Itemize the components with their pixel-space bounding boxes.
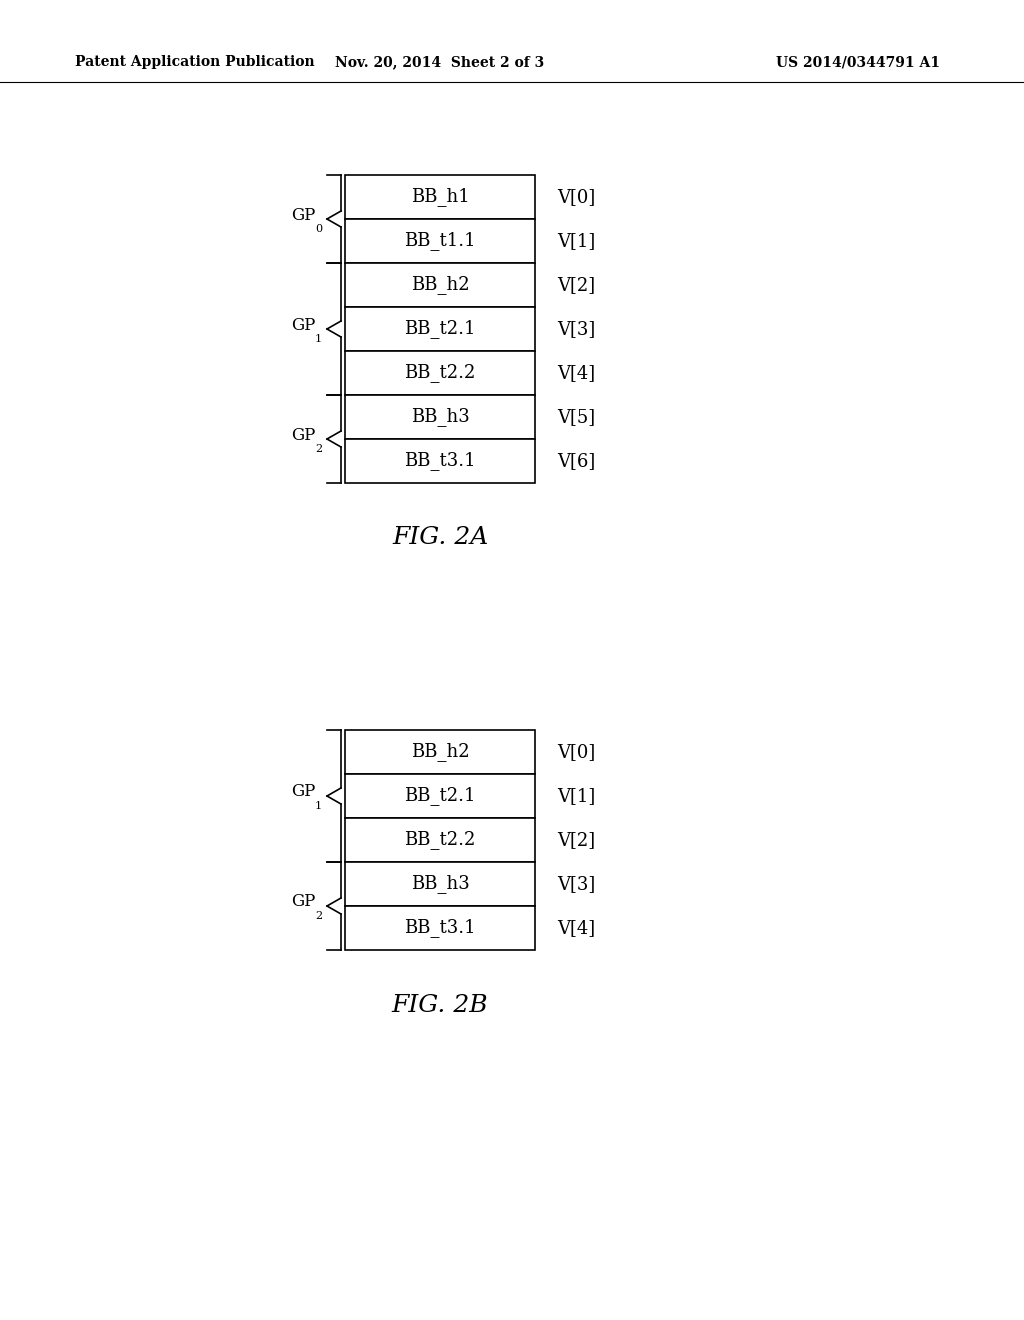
Text: BB_h3: BB_h3 xyxy=(411,875,469,894)
Text: FIG. 2B: FIG. 2B xyxy=(392,994,488,1016)
Text: V[4]: V[4] xyxy=(557,919,595,937)
Text: V[1]: V[1] xyxy=(557,232,595,249)
Text: V[1]: V[1] xyxy=(557,787,595,805)
Text: GP: GP xyxy=(291,426,315,444)
Bar xyxy=(345,351,535,395)
Text: US 2014/0344791 A1: US 2014/0344791 A1 xyxy=(776,55,940,69)
Bar xyxy=(345,774,535,818)
Bar xyxy=(345,395,535,440)
Text: 1: 1 xyxy=(315,801,323,810)
Text: BB_t2.1: BB_t2.1 xyxy=(404,319,476,338)
Bar xyxy=(345,730,535,774)
Text: V[3]: V[3] xyxy=(557,875,595,894)
Text: BB_t2.1: BB_t2.1 xyxy=(404,787,476,805)
Text: V[5]: V[5] xyxy=(557,408,595,426)
Text: BB_h1: BB_h1 xyxy=(411,187,469,206)
Bar xyxy=(345,219,535,263)
Text: V[6]: V[6] xyxy=(557,451,595,470)
Text: BB_t2.2: BB_t2.2 xyxy=(404,830,476,850)
Text: Patent Application Publication: Patent Application Publication xyxy=(75,55,314,69)
Text: V[2]: V[2] xyxy=(557,276,595,294)
Text: FIG. 2A: FIG. 2A xyxy=(392,527,488,549)
Text: V[0]: V[0] xyxy=(557,187,595,206)
Bar xyxy=(345,906,535,950)
Text: Nov. 20, 2014  Sheet 2 of 3: Nov. 20, 2014 Sheet 2 of 3 xyxy=(336,55,545,69)
Text: 0: 0 xyxy=(315,224,323,234)
Text: BB_h3: BB_h3 xyxy=(411,408,469,426)
Text: V[2]: V[2] xyxy=(557,832,595,849)
Text: V[0]: V[0] xyxy=(557,743,595,762)
Text: BB_t3.1: BB_t3.1 xyxy=(404,451,476,470)
Bar xyxy=(345,308,535,351)
Bar xyxy=(345,862,535,906)
Text: GP: GP xyxy=(291,317,315,334)
Bar xyxy=(345,176,535,219)
Text: 2: 2 xyxy=(315,911,323,921)
Text: GP: GP xyxy=(291,206,315,223)
Text: GP: GP xyxy=(291,894,315,911)
Text: 2: 2 xyxy=(315,444,323,454)
Text: BB_t1.1: BB_t1.1 xyxy=(404,231,476,251)
Text: BB_h2: BB_h2 xyxy=(411,743,469,762)
Text: V[3]: V[3] xyxy=(557,319,595,338)
Text: BB_t2.2: BB_t2.2 xyxy=(404,363,476,383)
Text: GP: GP xyxy=(291,784,315,800)
Bar xyxy=(345,818,535,862)
Bar xyxy=(345,263,535,308)
Bar xyxy=(345,440,535,483)
Text: 1: 1 xyxy=(315,334,323,345)
Text: BB_t3.1: BB_t3.1 xyxy=(404,919,476,937)
Text: BB_h2: BB_h2 xyxy=(411,276,469,294)
Text: V[4]: V[4] xyxy=(557,364,595,381)
